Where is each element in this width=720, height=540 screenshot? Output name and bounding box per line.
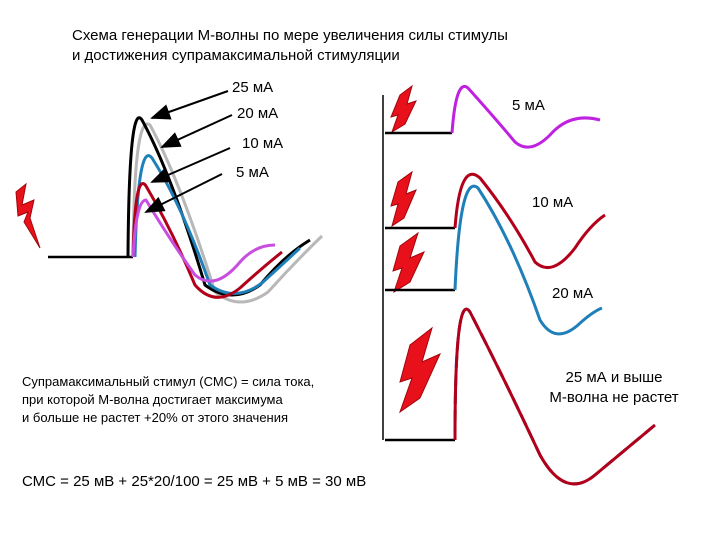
m-wave (453, 307, 656, 486)
arrow (144, 173, 223, 213)
title-line: и достижения супрамаксимальной стимуляци… (72, 47, 400, 64)
arrow (160, 114, 233, 148)
stimulus-label: 20 мА (552, 285, 593, 302)
right-panel: 5 мА 10 мА 20 мА 25 мА и выше М-волна не… (382, 84, 679, 486)
stimulus-bolt (392, 231, 426, 294)
stimulus-bolt (390, 170, 417, 228)
stimulus-bolt (15, 182, 41, 249)
left-panel: 25 мА 20 мА 10 мА 5 мА (15, 79, 324, 304)
arrow (150, 90, 229, 120)
m-wave (450, 85, 601, 149)
formula: СМС = 25 мВ + 25*20/100 = 25 мВ + 5 мВ =… (22, 473, 366, 490)
definition-line: при которой М-волна достигает максимума (22, 392, 283, 407)
stimulus-label: 10 мА (532, 194, 573, 211)
m-wave (453, 184, 603, 336)
stimulus-label: 5 мА (512, 97, 545, 114)
stimulus-label: 20 мА (237, 105, 278, 122)
stimulus-bolt (390, 84, 417, 134)
arrow (150, 147, 231, 183)
conclusion: М-волна не растет (549, 389, 678, 406)
definition-line: и больше не растет +20% от этого значени… (22, 410, 288, 425)
conclusion: 25 мА и выше (565, 369, 662, 386)
m-wave (131, 122, 324, 304)
stimulus-bolt (399, 326, 441, 414)
m-wave (131, 182, 283, 299)
stimulus-label: 5 мА (236, 164, 269, 181)
m-wave (453, 172, 606, 270)
definition-line: Супрамаксимальный стимул (СМС) = сила то… (22, 374, 314, 389)
title-line: Схема генерации М-волны по мере увеличен… (72, 27, 508, 44)
m-wave (131, 198, 276, 283)
m-wave (133, 154, 302, 295)
stimulus-label: 25 мА (232, 79, 273, 96)
stimulus-label: 10 мА (242, 135, 283, 152)
